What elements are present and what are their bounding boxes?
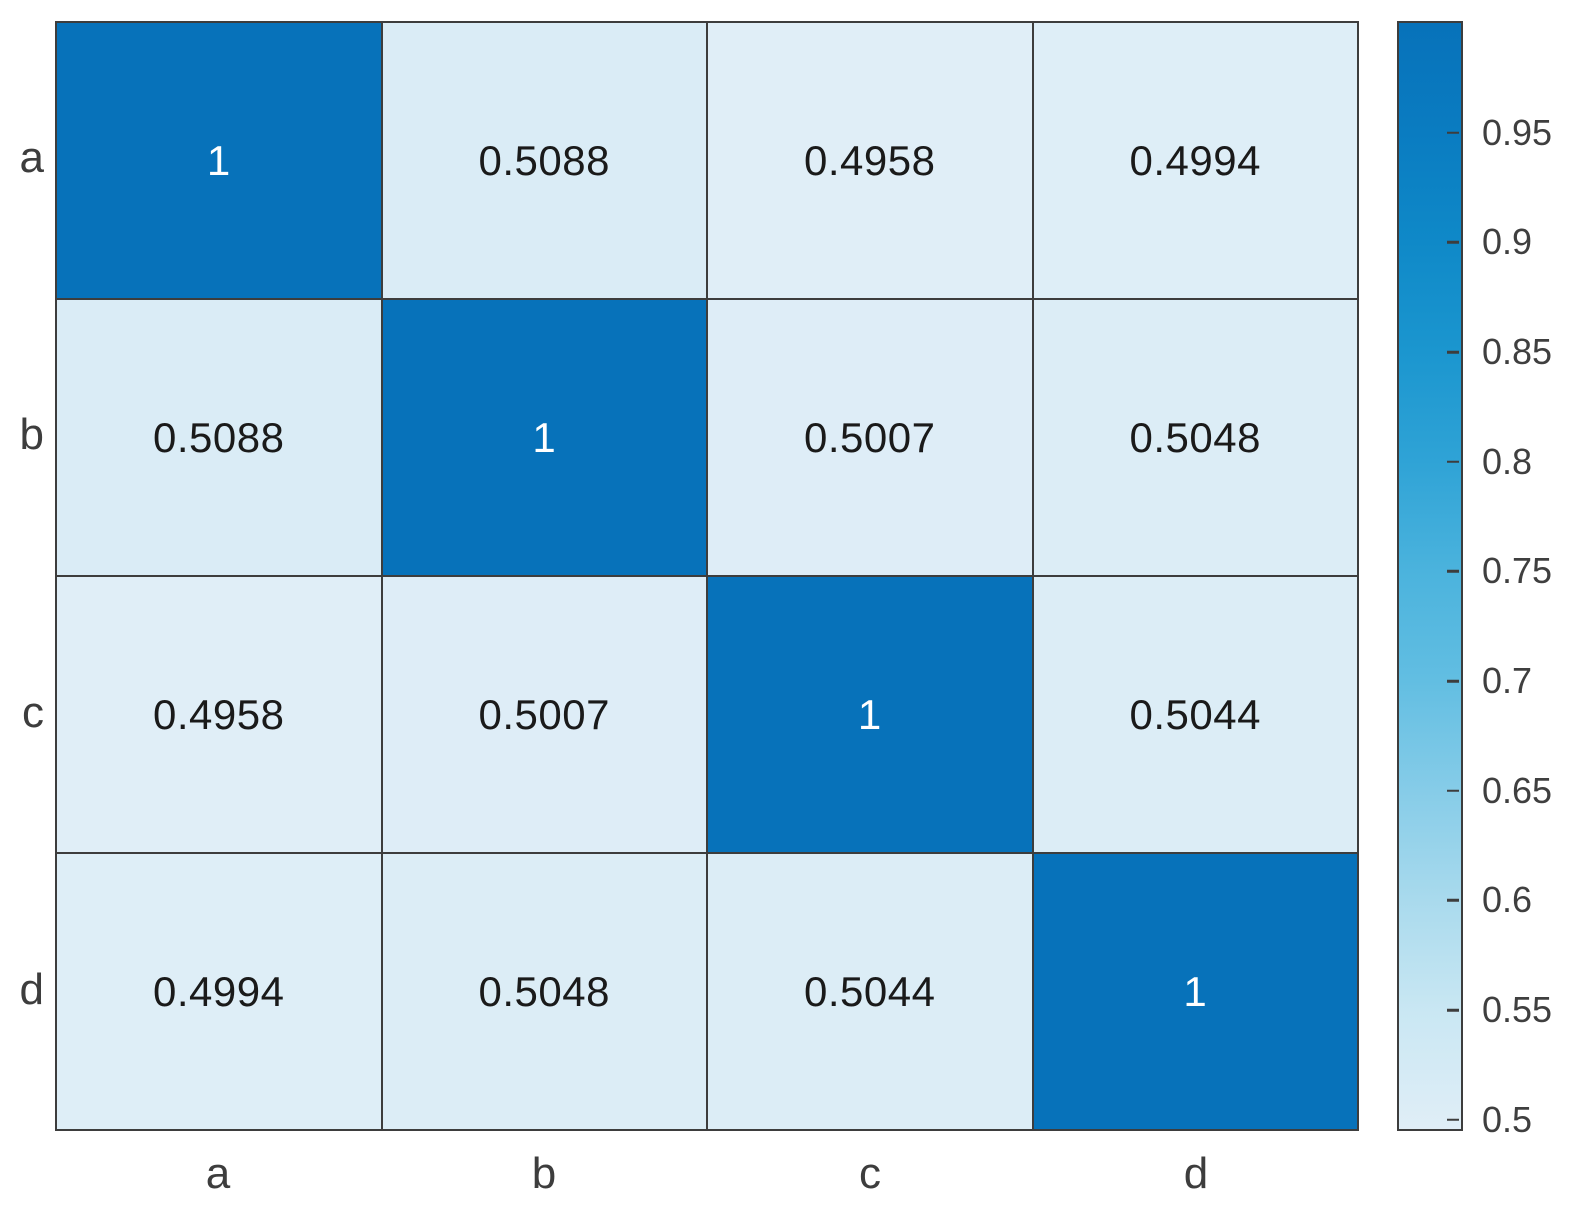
colorbar-tick-label-0.95: 0.95 xyxy=(1482,111,1553,153)
heatmap-cell-d-a: 0.4994 xyxy=(57,854,381,1129)
y-axis-label-d: d xyxy=(19,965,44,1015)
heatmap-cell-a-a: 1 xyxy=(57,23,381,298)
colorbar-tick xyxy=(1447,899,1459,902)
colorbar-tick-label-0.65: 0.65 xyxy=(1482,769,1553,811)
colorbar-tick-label-0.75: 0.75 xyxy=(1482,550,1553,592)
colorbar-tick xyxy=(1447,789,1459,792)
heatmap-cell-b-c: 0.5007 xyxy=(708,300,1032,575)
heatmap-cell-c-b: 0.5007 xyxy=(382,577,706,852)
colorbar-tick xyxy=(1447,131,1459,134)
colorbar-tick-label-0.85: 0.85 xyxy=(1482,331,1553,373)
heatmap-cell-b-a: 0.5088 xyxy=(57,300,381,575)
colorbar-tick-label-0.8: 0.8 xyxy=(1482,440,1533,482)
heatmap-cell-b-b: 1 xyxy=(382,300,706,575)
heatmap-cell-a-c: 0.4958 xyxy=(708,23,1032,298)
colorbar-tick-label-0.9: 0.9 xyxy=(1482,221,1533,263)
colorbar-tick-label-0.5: 0.5 xyxy=(1482,1098,1533,1140)
colorbar-tick-label-0.7: 0.7 xyxy=(1482,660,1533,702)
heatmap-cell-c-d: 0.5044 xyxy=(1033,577,1357,852)
heatmap-cell-d-c: 0.5044 xyxy=(708,854,1032,1129)
colorbar xyxy=(1397,21,1463,1131)
y-axis-label-c: c xyxy=(22,687,44,737)
heatmap-cell-a-b: 0.5088 xyxy=(382,23,706,298)
y-axis-label-b: b xyxy=(19,410,44,460)
heatmap-cell-a-d: 0.4994 xyxy=(1033,23,1357,298)
colorbar-tick xyxy=(1447,1008,1459,1012)
colorbar-tick xyxy=(1447,350,1459,354)
colorbar-tick-label-0.6: 0.6 xyxy=(1482,879,1533,921)
heatmap-cell-c-a: 0.4958 xyxy=(57,577,381,852)
y-axis-label-a: a xyxy=(19,132,44,182)
colorbar-tick-label-0.55: 0.55 xyxy=(1482,989,1553,1031)
colorbar-tick xyxy=(1447,241,1459,244)
colorbar-tick xyxy=(1447,570,1459,573)
heatmap-cell-d-b: 0.5048 xyxy=(382,854,706,1129)
colorbar-tick xyxy=(1447,460,1459,463)
colorbar-tick xyxy=(1447,1118,1459,1122)
heatmap-cell-c-c: 1 xyxy=(708,577,1032,852)
heatmap-cell-d-d: 1 xyxy=(1033,854,1357,1129)
heatmap-grid: 1 0.5088 0.4958 0.4994 0.5088 1 0.5007 0.5048 0.… xyxy=(55,21,1359,1131)
colorbar-tick xyxy=(1447,679,1459,683)
x-axis-label-a: a xyxy=(205,1149,231,1198)
heatmap-cell-b-d: 0.5048 xyxy=(1033,300,1357,575)
x-axis-label-d: d xyxy=(1183,1149,1209,1198)
x-axis-label-c: c xyxy=(859,1149,881,1198)
x-axis-label-b: b xyxy=(531,1149,557,1198)
